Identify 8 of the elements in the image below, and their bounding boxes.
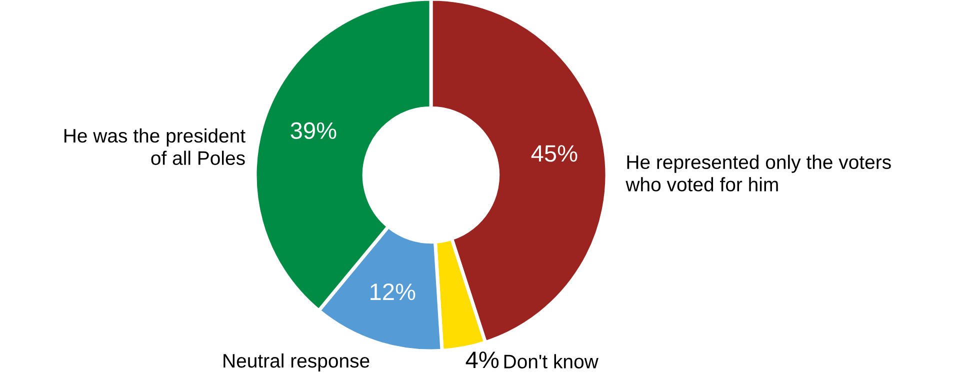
slice-label: He represented only the voters who voted for him xyxy=(626,154,891,192)
slice-label: Neutral response xyxy=(224,353,370,372)
slice-label: Don't know xyxy=(504,354,598,368)
data-label: 12% xyxy=(370,283,416,300)
data-label: 45% xyxy=(531,145,578,162)
data-label: 39% xyxy=(290,122,336,140)
data-label: 4% xyxy=(466,352,499,368)
slice-label: He was the president of all Poles xyxy=(64,128,246,165)
